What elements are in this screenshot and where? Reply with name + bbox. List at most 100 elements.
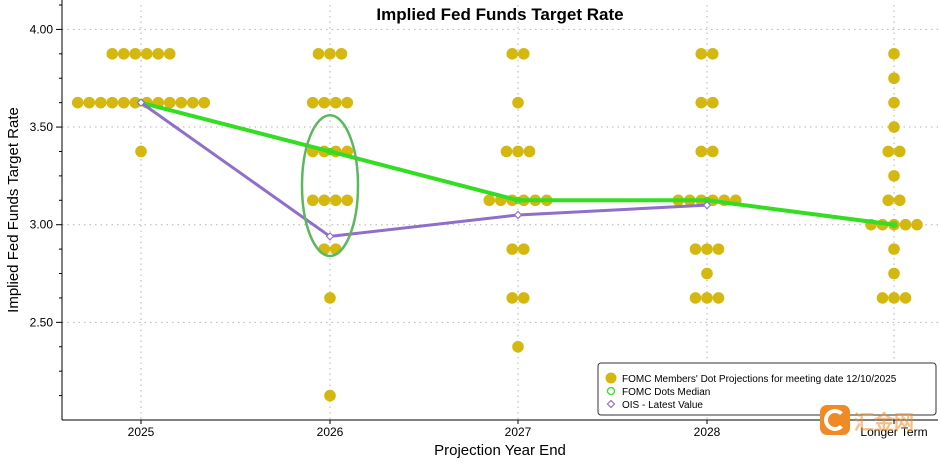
x-tick-label: 2028: [694, 425, 721, 439]
dot-projection: [341, 194, 354, 207]
dot-projection: [882, 145, 895, 158]
dot-projection: [689, 292, 702, 304]
series-lines-layer: [136, 98, 898, 258]
x-tick-label: 2027: [505, 425, 532, 439]
dot-projection: [318, 194, 331, 207]
dot-projection: [140, 48, 153, 60]
legend-entry-ois: OIS - Latest Value: [622, 400, 703, 411]
x-tick-label: Longer Term: [860, 425, 927, 439]
ois-point: [136, 98, 146, 107]
dot-projection: [324, 48, 336, 60]
dot-projection: [888, 170, 900, 182]
dot-projection: [135, 145, 147, 158]
ois-point: [702, 200, 712, 210]
annotation-ellipse: [300, 114, 360, 258]
dot-projection: [517, 48, 530, 60]
dot-projection: [888, 292, 900, 304]
x-axis-label: Projection Year End: [434, 442, 566, 459]
dot-projection: [701, 292, 713, 304]
dot-projection: [899, 218, 912, 231]
dot-projection: [712, 292, 725, 304]
y-tick-label: 3.00: [30, 218, 54, 232]
ois-point: [513, 210, 523, 220]
dot-projection: [911, 218, 923, 231]
axes-layer: 2.50 3.00 3.50 4.00 2025 2026 2027 2028 Longer T…: [30, 0, 938, 439]
dot-projection: [706, 145, 719, 158]
y-tick-label: 4.00: [30, 22, 54, 36]
dot-projection: [341, 96, 354, 109]
dot-projection: [893, 145, 906, 158]
dot-projection: [706, 96, 719, 109]
dot-projection: [695, 145, 708, 158]
dot-projection: [888, 96, 900, 109]
dot-projection: [152, 48, 165, 60]
dot-projection: [117, 96, 130, 109]
legend-entry-median: FOMC Dots Median: [622, 387, 710, 398]
dot-projection: [329, 96, 342, 109]
dot-projection: [318, 96, 331, 109]
dot-projection: [706, 48, 719, 60]
dot-projection: [186, 96, 199, 109]
dot-projection: [312, 48, 325, 60]
watermark-logo-icon: [820, 405, 850, 435]
dot-projection: [71, 96, 84, 109]
dot-projection: [512, 145, 524, 158]
dot-projection: [500, 145, 513, 158]
dot-projection: [888, 48, 900, 60]
watermark: 汇金网: [820, 405, 914, 435]
dot-projection: [512, 340, 524, 353]
dot-projection: [306, 96, 319, 109]
dot-projection: [163, 48, 176, 60]
legend-entry-dots: FOMC Members' Dot Projections for meetin…: [622, 374, 897, 385]
dot-projection: [712, 243, 725, 255]
dot-projection: [129, 96, 142, 109]
legend-dot-marker: [605, 372, 617, 384]
dot-projection: [523, 145, 536, 158]
dot-projection: [483, 194, 496, 207]
dot-projection: [876, 292, 889, 304]
dot-projection: [695, 96, 708, 109]
dot-projection: [506, 48, 519, 60]
dot-projection: [329, 194, 342, 207]
watermark-text: 汇金网: [854, 409, 914, 434]
dot-projection: [324, 389, 336, 402]
legend-box: [597, 362, 937, 416]
dot-projection: [335, 48, 348, 60]
dot-projection: [695, 48, 708, 60]
dot-projection: [106, 48, 119, 60]
x-tick-label: 2026: [317, 425, 344, 439]
legend-ois-marker: [606, 399, 616, 409]
dot-projection: [517, 292, 530, 304]
median-point: [890, 221, 898, 229]
chart-title: Implied Fed Funds Target Rate: [376, 5, 623, 24]
dot-projection: [701, 243, 713, 255]
y-tick-label: 2.50: [30, 315, 54, 329]
dot-projection: [888, 267, 900, 280]
dot-projection: [324, 292, 336, 304]
dot-projection: [893, 194, 906, 207]
dot-projection: [117, 48, 130, 60]
dot-projection: [701, 267, 713, 280]
dot-projection: [198, 96, 211, 109]
dot-projection: [306, 194, 319, 207]
dot-projection: [94, 96, 107, 109]
x-tick-label: 2025: [128, 425, 155, 439]
legend-median-marker: [606, 386, 616, 396]
dot-projection: [512, 96, 524, 109]
dot-projection: [175, 96, 188, 109]
dot-projection: [888, 72, 900, 85]
median-point: [514, 196, 522, 204]
dot-projection: [517, 243, 530, 255]
y-axis-label: Implied Fed Funds Target Rate: [5, 107, 22, 313]
dot-projection: [888, 121, 900, 133]
dot-projection: [106, 96, 119, 109]
dot-projection: [882, 194, 895, 207]
dot-projection: [163, 96, 176, 109]
dot-projection: [899, 292, 912, 304]
y-tick-label: 3.50: [30, 120, 54, 134]
dot-projection: [129, 48, 142, 60]
dot-projection: [506, 243, 519, 255]
dot-projection: [506, 292, 519, 304]
